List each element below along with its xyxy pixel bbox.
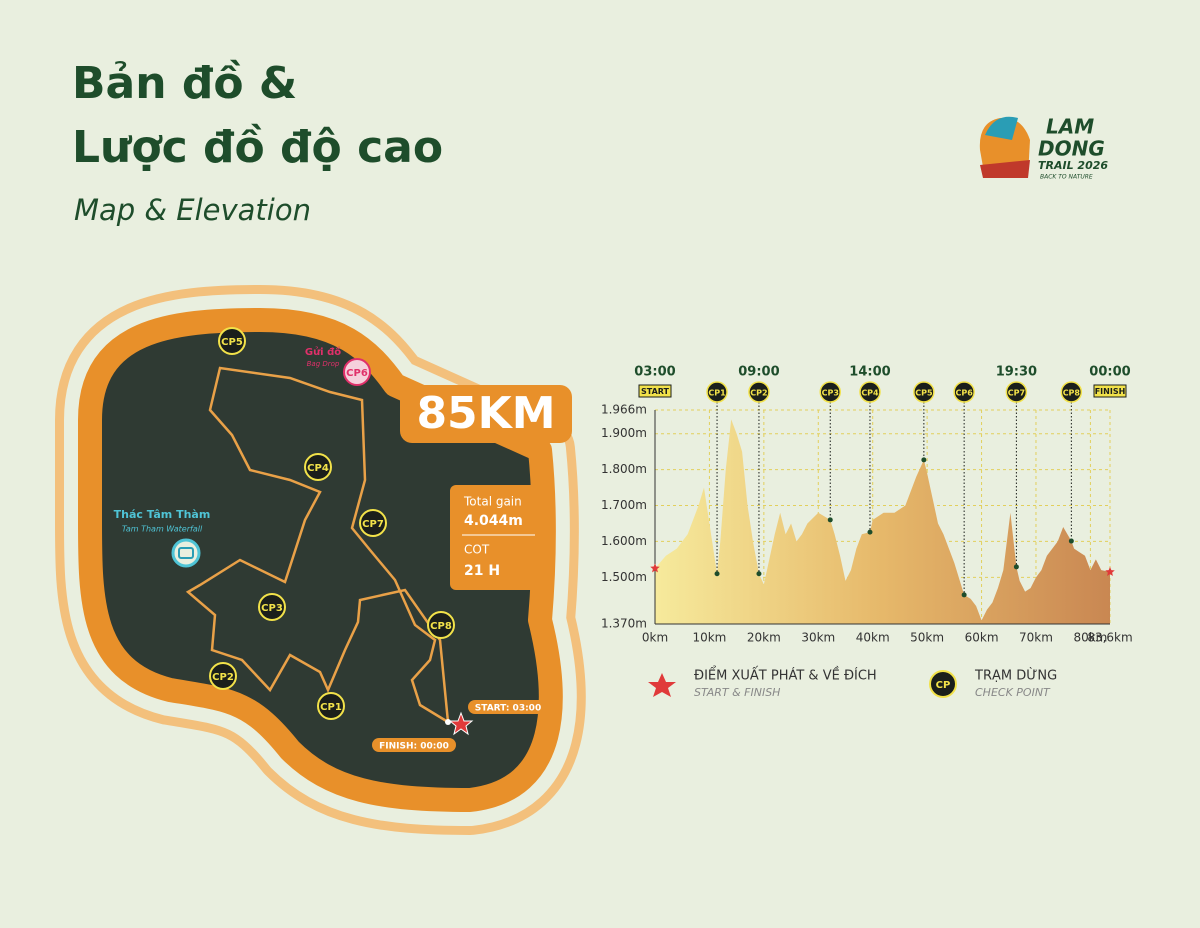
time-label: 14:00: [849, 365, 890, 380]
x-tick-label: 40km: [856, 631, 890, 645]
checkpoint-icon: [953, 381, 975, 403]
map-checkpoint-label: CP3: [261, 603, 283, 614]
x-tick-label: 0km: [642, 631, 668, 645]
map-checkpoint: [258, 593, 286, 621]
x-tick-label: 50km: [910, 631, 944, 645]
gain-value: 4.044m: [464, 513, 523, 529]
checkpoint-dot: [921, 457, 927, 463]
checkpoint-label: CP2: [750, 389, 767, 398]
start-finish-star: [650, 563, 660, 573]
map-checkpoint: [343, 358, 371, 386]
y-tick-label: 1.966m: [601, 403, 647, 417]
legend-label: TRẠM DỪNG: [974, 668, 1057, 684]
map-checkpoint: [209, 662, 237, 690]
legend-sublabel: START & FINISH: [694, 686, 780, 699]
x-tick-label: 10km: [692, 631, 726, 645]
logo-text: TRAIL 2026: [1038, 159, 1108, 172]
map-checkpoint-label: CP2: [212, 672, 234, 683]
elevation-chart: 1.370m 1.500m 1.600m 1.700m 1.800m 1.900m 1.96…: [601, 365, 1133, 645]
checkpoint-dot: [1013, 564, 1019, 570]
start-finish-star: [1105, 566, 1115, 576]
x-tick-label: 20km: [747, 631, 781, 645]
checkpoint-label: CP7: [1008, 389, 1025, 398]
distance: 85KM: [416, 388, 555, 439]
checkpoint-dot: [1068, 538, 1074, 544]
checkpoint-label: CP5: [915, 389, 933, 398]
map-checkpoint-label: CP5: [221, 337, 243, 348]
checkpoint-icon: [859, 381, 881, 403]
logo-text: LAM: [1046, 115, 1094, 139]
map-checkpoint-label: CP6: [346, 368, 368, 379]
logo-text: DONG: [1038, 137, 1105, 161]
checkpoint-icon: [748, 381, 770, 403]
checkpoint-dot: [756, 571, 762, 577]
checkpoint-dot: [867, 529, 873, 535]
time-label: 09:00: [738, 365, 779, 380]
y-tick-label: 1.600m: [601, 534, 647, 548]
x-tick-label: 30km: [801, 631, 835, 645]
x-tick-label: 83,6km: [1087, 631, 1132, 645]
time-tag: START: [641, 387, 670, 396]
y-tick-label: 1.800m: [601, 462, 647, 476]
time-label: 03:00: [634, 365, 675, 380]
bag-drop: Gửi đồ: [305, 345, 341, 358]
checkpoint-label: CP8: [1063, 389, 1081, 398]
x-tick-label: 80km: [1073, 631, 1107, 645]
elevation-area: [655, 419, 1110, 624]
y-tick-label: 1.700m: [601, 498, 647, 512]
logo: LAM DONG TRAIL 2026 BACK TO NATURE: [979, 115, 1108, 181]
time-tag-box: [638, 384, 672, 398]
y-tick-label: 1.500m: [601, 570, 647, 584]
checkpoint-icon: [819, 381, 842, 403]
checkpoint-dot: [827, 517, 833, 523]
title: Bản đồ &: [72, 58, 297, 109]
map-checkpoint: [359, 509, 387, 537]
time-tag-box: [1093, 384, 1127, 398]
map-checkpoint: [218, 327, 246, 355]
x-tick-label: 60km: [965, 631, 999, 645]
map-checkpoint: [317, 692, 345, 720]
x-tick-label: 70km: [1019, 631, 1053, 645]
time-tag: FINISH: [1095, 387, 1126, 396]
logo-tagline: BACK TO NATURE: [1040, 174, 1093, 181]
map-checkpoint-label: CP4: [307, 463, 329, 474]
finish-label: FINISH: 00:00: [379, 742, 449, 752]
checkpoint-label: CP1: [708, 389, 726, 398]
y-tick-label: 1.900m: [601, 426, 647, 440]
bag-drop-en: Bag Drop: [307, 360, 340, 368]
time-label: 00:00: [1089, 365, 1130, 380]
cot-label: COT: [464, 543, 490, 557]
title: Lược đồ độ cao: [72, 122, 443, 173]
legend-label: ĐIỂM XUẤT PHÁT & VỀ ĐÍCH: [694, 667, 877, 684]
legend-sublabel: CHECK POINT: [975, 686, 1051, 699]
checkpoint-icon: [913, 381, 935, 403]
checkpoint-dot: [961, 592, 967, 598]
checkpoint-label: CP3: [822, 389, 839, 398]
cot-value: 21 H: [464, 563, 500, 579]
map-checkpoint: [304, 453, 332, 481]
map-checkpoint-label: CP7: [362, 519, 384, 530]
waterfall: Thác Tâm Thàm: [114, 508, 211, 521]
checkpoint-dot: [714, 571, 720, 577]
legend: ĐIỂM XUẤT PHÁT & VỀ ĐÍCH START & FINISH …: [648, 667, 1057, 699]
legend-icon: CP: [936, 680, 951, 691]
time-label: 19:30: [996, 365, 1037, 380]
map-checkpoint: [427, 611, 455, 639]
waterfall-en: Tam Tham Waterfall: [122, 525, 203, 534]
map-checkpoint-label: CP8: [430, 621, 452, 632]
checkpoint-icon: [1060, 381, 1083, 403]
gain-label: Total gain: [463, 495, 522, 509]
map-checkpoint-label: CP1: [320, 702, 342, 713]
checkpoint-label: CP4: [861, 389, 879, 398]
start-label: START: 03:00: [475, 704, 541, 714]
subtitle: Map & Elevation: [74, 193, 311, 227]
map: 85KM Total gain 4.044m COT 21 H Thác Tâm…: [55, 285, 586, 835]
y-tick-label: 1.370m: [601, 617, 647, 631]
checkpoint-label: CP6: [955, 389, 973, 398]
checkpoint-icon: [706, 381, 728, 403]
checkpoint-icon: [1005, 381, 1028, 403]
